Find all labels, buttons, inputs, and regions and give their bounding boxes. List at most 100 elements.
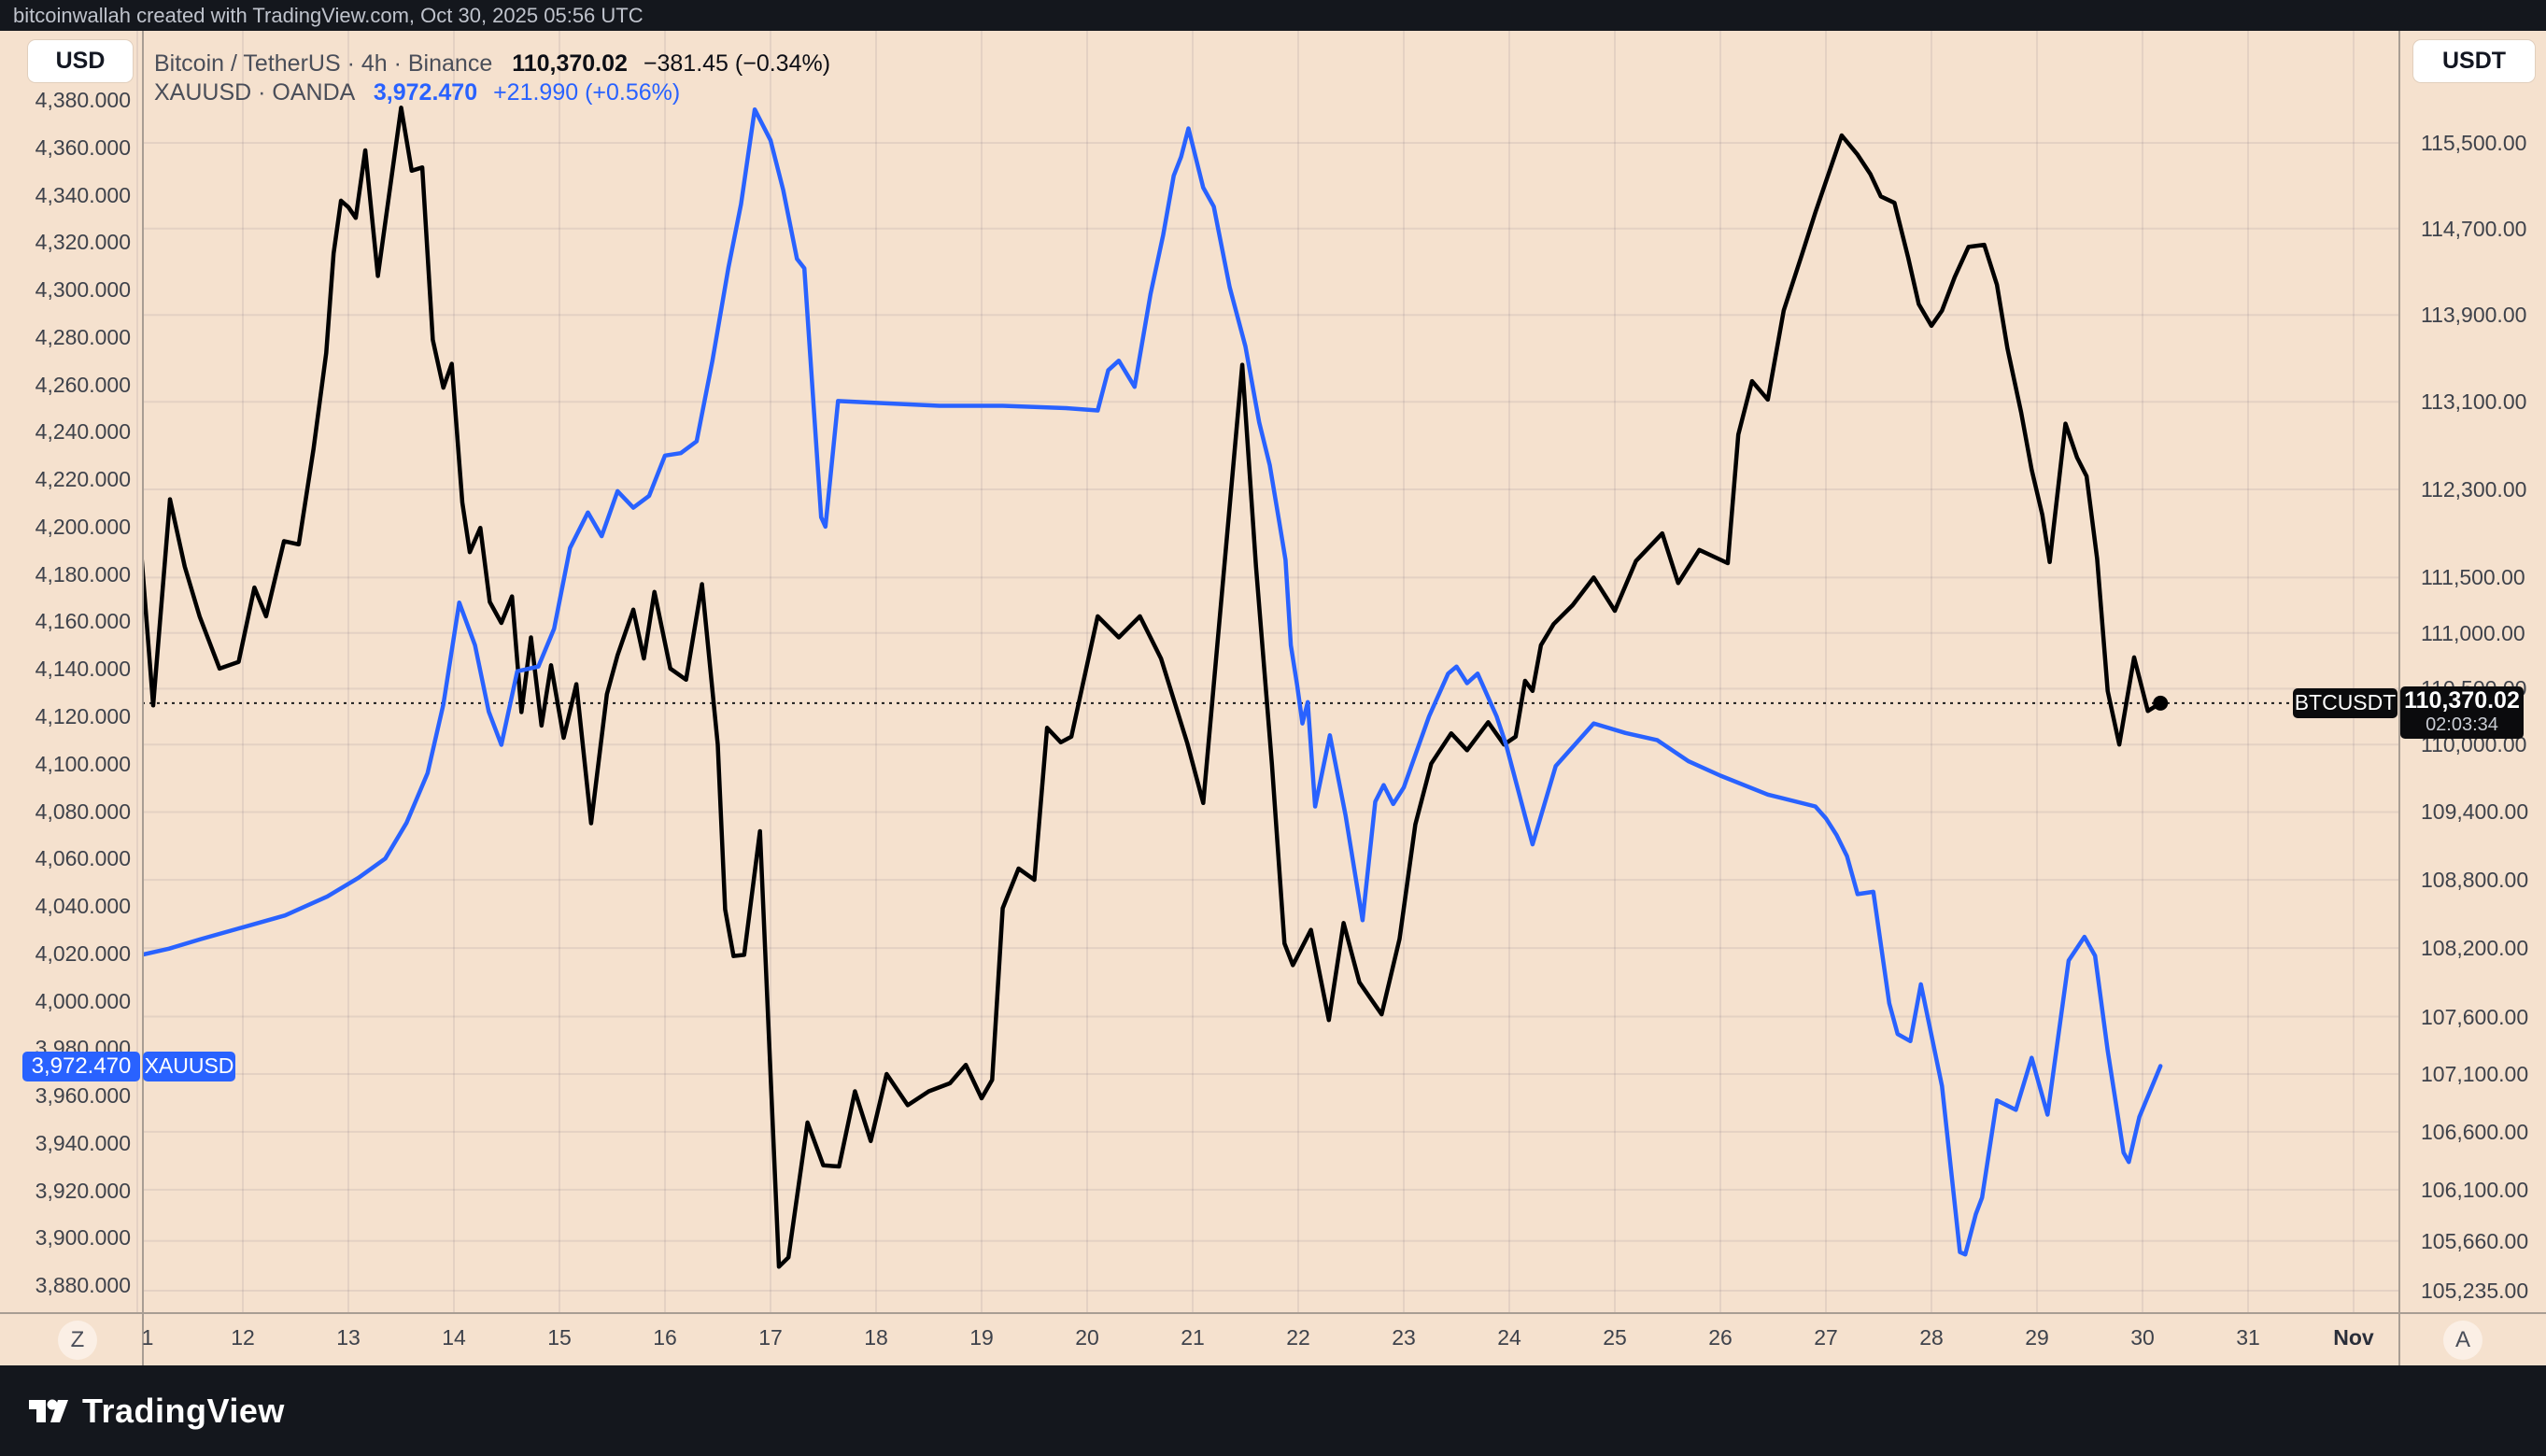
right-axis-tick: 105,235.00 xyxy=(2421,1279,2529,1303)
timezone-button-label: Z xyxy=(70,1327,85,1352)
left-axis-tick: 3,880.000 xyxy=(35,1273,131,1298)
left-axis-tick: 4,180.000 xyxy=(35,561,131,587)
right-axis-tick: 105,660.00 xyxy=(2421,1228,2529,1253)
time-axis-tick: 14 xyxy=(442,1325,466,1350)
legend-xau-change: +21.990 (+0.56%) xyxy=(493,79,681,106)
time-axis-tick: 1 xyxy=(141,1325,154,1350)
time-axis-tick: 27 xyxy=(1814,1325,1838,1350)
left-axis-tick: 4,260.000 xyxy=(35,372,131,397)
time-axis-tick: 30 xyxy=(2130,1325,2155,1350)
right-axis-tick: 115,500.00 xyxy=(2421,131,2527,155)
right-axis-tick: 108,200.00 xyxy=(2421,936,2529,961)
left-axis-tick: 4,060.000 xyxy=(35,846,131,871)
time-axis-tick: 16 xyxy=(653,1325,677,1350)
time-axis-tick: 22 xyxy=(1286,1325,1310,1350)
left-axis-tick: 4,300.000 xyxy=(35,277,131,303)
left-axis-tick: 4,080.000 xyxy=(35,799,131,824)
left-axis-tick: 4,200.000 xyxy=(35,514,131,539)
btcusdt-bar-countdown: 02:03:34 xyxy=(2426,714,2498,735)
time-axis-tick: 29 xyxy=(2025,1325,2049,1350)
btcusdt-price-label: 110,370.02 02:03:34 xyxy=(2400,686,2524,739)
right-axis-currency-button[interactable]: USDT xyxy=(2413,40,2535,82)
xauusd-price-value: 3,972.470 xyxy=(31,1053,132,1079)
left-axis-tick: 3,940.000 xyxy=(35,1130,131,1155)
attribution-bar: bitcoinwallah created with TradingView.c… xyxy=(0,0,2546,31)
left-axis-tick: 4,120.000 xyxy=(35,704,131,728)
time-axis-tick: 18 xyxy=(864,1325,888,1350)
series-line-btcusdt xyxy=(142,106,2163,1269)
right-axis-tick: 107,100.00 xyxy=(2421,1062,2529,1087)
left-axis-tick: 4,040.000 xyxy=(35,894,131,919)
series-line-xauusd xyxy=(142,106,2163,1257)
time-axis-separator xyxy=(0,1312,2546,1314)
left-scale-separator xyxy=(142,31,144,1365)
legend-btc-price: 110,370.02 xyxy=(512,50,628,77)
xauusd-tag-text: XAUUSD xyxy=(144,1053,234,1078)
tradingview-wordmark[interactable]: TradingView xyxy=(82,1391,285,1430)
legend-row-xauusd[interactable]: XAUUSD · OANDA 3,972.470 +21.990 (+0.56%… xyxy=(154,78,830,107)
left-axis-tick: 3,960.000 xyxy=(35,1083,131,1109)
left-axis-tick: 4,160.000 xyxy=(35,609,131,634)
time-axis-tick: 15 xyxy=(547,1325,572,1350)
tradingview-logo-icon[interactable] xyxy=(28,1392,69,1430)
right-axis-tick: 109,400.00 xyxy=(2421,799,2529,825)
right-scale-separator xyxy=(2398,31,2400,1365)
btcusdt-price-value: 110,370.02 xyxy=(2404,686,2520,714)
footer-bar: TradingView xyxy=(0,1365,2546,1456)
left-axis-tick: 4,380.000 xyxy=(35,88,131,112)
legend-btc-instrument[interactable]: Bitcoin / TetherUS · 4h · Binance xyxy=(154,50,493,77)
time-axis-tick: 19 xyxy=(969,1325,994,1350)
right-axis-tick: 108,800.00 xyxy=(2421,868,2529,893)
right-axis-tick: 113,100.00 xyxy=(2421,389,2527,415)
auto-scale-button[interactable]: A xyxy=(2443,1321,2482,1360)
time-axis-tick: 23 xyxy=(1392,1325,1416,1350)
time-axis-tick: 24 xyxy=(1497,1325,1521,1350)
right-axis-tick: 112,300.00 xyxy=(2421,477,2527,502)
xauusd-price-label: 3,972.470 xyxy=(22,1051,140,1081)
right-axis-tick: 106,100.00 xyxy=(2421,1177,2529,1202)
time-axis-tick: 26 xyxy=(1708,1325,1733,1350)
left-axis-tick: 4,000.000 xyxy=(35,988,131,1013)
time-axis-tick: 20 xyxy=(1075,1325,1099,1350)
time-axis-tick: 17 xyxy=(758,1325,783,1350)
legend-xau-price: 3,972.470 xyxy=(373,79,478,106)
legend-btc-change: −381.45 (−0.34%) xyxy=(643,50,831,77)
right-axis-tick: 107,600.00 xyxy=(2421,1004,2529,1029)
left-axis-tick: 4,320.000 xyxy=(35,230,131,255)
right-axis-currency-label: USDT xyxy=(2441,48,2507,74)
right-axis-tick: 113,900.00 xyxy=(2421,303,2527,328)
legend: Bitcoin / TetherUS · 4h · Binance 110,37… xyxy=(154,49,830,107)
timezone-button[interactable]: Z xyxy=(58,1321,97,1360)
left-axis-tick: 4,220.000 xyxy=(35,467,131,492)
left-axis-currency-button[interactable]: USD xyxy=(28,40,133,82)
left-axis-tick: 4,360.000 xyxy=(35,134,131,160)
left-axis-currency-label: USD xyxy=(55,48,106,74)
btcusdt-series-tag: BTCUSDT xyxy=(2293,687,2397,718)
left-axis-tick: 3,920.000 xyxy=(35,1178,131,1203)
left-axis-tick: 4,100.000 xyxy=(35,751,131,776)
left-axis-tick: 4,340.000 xyxy=(35,182,131,207)
auto-scale-button-label: A xyxy=(2454,1327,2470,1352)
chart-area[interactable]: USD USDT Bitcoin / TetherUS · 4h · Binan… xyxy=(0,31,2546,1365)
attribution-text: bitcoinwallah created with TradingView.c… xyxy=(13,4,644,27)
right-axis-tick: 111,000.00 xyxy=(2421,620,2525,645)
time-axis-tick: 31 xyxy=(2236,1325,2260,1350)
left-axis-tick: 4,240.000 xyxy=(35,419,131,445)
legend-row-btcusdt[interactable]: Bitcoin / TetherUS · 4h · Binance 110,37… xyxy=(154,49,830,78)
xauusd-series-tag: XAUUSD xyxy=(143,1051,235,1081)
left-axis-tick: 4,280.000 xyxy=(35,324,131,349)
right-axis-tick: 111,500.00 xyxy=(2421,565,2525,590)
legend-xau-instrument[interactable]: XAUUSD · OANDA xyxy=(154,79,354,106)
btcusdt-tag-text: BTCUSDT xyxy=(2294,690,2397,715)
left-axis-tick: 4,020.000 xyxy=(35,940,131,966)
left-axis-tick: 3,900.000 xyxy=(35,1225,131,1251)
right-axis-tick: 106,600.00 xyxy=(2421,1119,2529,1144)
left-axis-tick: 4,140.000 xyxy=(35,657,131,682)
right-axis-tick: 114,700.00 xyxy=(2421,216,2527,241)
price-chart-canvas[interactable] xyxy=(0,31,2546,1365)
time-axis-tick: 28 xyxy=(1919,1325,1944,1350)
time-axis-tick: Nov xyxy=(2333,1325,2374,1350)
time-axis-tick: 25 xyxy=(1603,1325,1627,1350)
time-axis-tick: 12 xyxy=(231,1325,255,1350)
time-axis-tick: 13 xyxy=(336,1325,361,1350)
